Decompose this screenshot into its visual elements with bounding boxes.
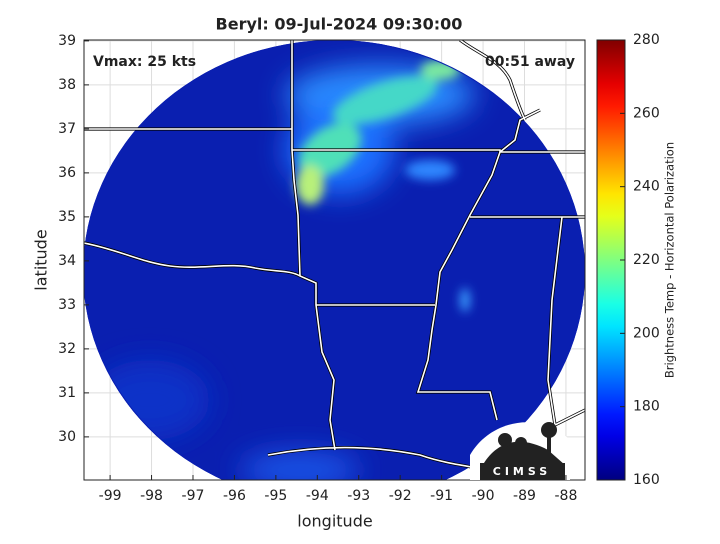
- x-tick-label: -88: [555, 488, 578, 504]
- y-tick-label: 34: [58, 253, 76, 269]
- y-tick-label: 36: [58, 165, 76, 181]
- logo-text: CIMSS: [493, 465, 551, 478]
- plot-frame: [83, 39, 586, 481]
- annotation: 00:51 away: [485, 54, 575, 70]
- x-tick-label: -97: [182, 488, 205, 504]
- map: [84, 40, 585, 480]
- x-tick-label: -92: [389, 488, 412, 504]
- colorbar-tick-label: 260: [633, 105, 660, 121]
- colorbar-tick-label: 200: [633, 325, 660, 341]
- x-tick-label: -99: [99, 488, 122, 504]
- colorbar-tick-label: 180: [633, 399, 660, 415]
- y-axis-label: latitude: [32, 229, 51, 290]
- y-tick-label: 33: [58, 297, 76, 313]
- y-tick-label: 35: [58, 209, 76, 225]
- colorbar-tick-label: 220: [633, 252, 660, 268]
- chart-title: Beryl: 09-Jul-2024 09:30:00: [216, 15, 463, 34]
- x-tick-label: -98: [140, 488, 163, 504]
- x-tick-label: -89: [513, 488, 536, 504]
- colorbar-tick-label: 240: [633, 179, 660, 195]
- y-tick-label: 37: [58, 121, 76, 137]
- state-borders: [84, 40, 585, 470]
- x-tick-label: -94: [306, 488, 329, 504]
- logo: CIMSS: [470, 422, 570, 480]
- y-tick-label: 30: [58, 429, 76, 445]
- colorbar-tick-label: 280: [633, 32, 660, 48]
- annotation: Vmax: 25 kts: [93, 54, 196, 70]
- colorbar-tick-label: 160: [633, 472, 660, 488]
- y-tick-label: 31: [58, 385, 76, 401]
- x-axis-label: longitude: [297, 512, 372, 531]
- x-tick-label: -95: [264, 488, 287, 504]
- y-tick-label: 32: [58, 341, 76, 357]
- x-tick-label: -90: [472, 488, 495, 504]
- colorbar-label: Brightness Temp - Horizontal Polarizatio…: [663, 142, 677, 378]
- y-tick-label: 39: [58, 33, 76, 49]
- y-tick-label: 38: [58, 77, 76, 93]
- x-tick-label: -91: [430, 488, 453, 504]
- x-tick-label: -96: [223, 488, 246, 504]
- x-tick-label: -93: [347, 488, 370, 504]
